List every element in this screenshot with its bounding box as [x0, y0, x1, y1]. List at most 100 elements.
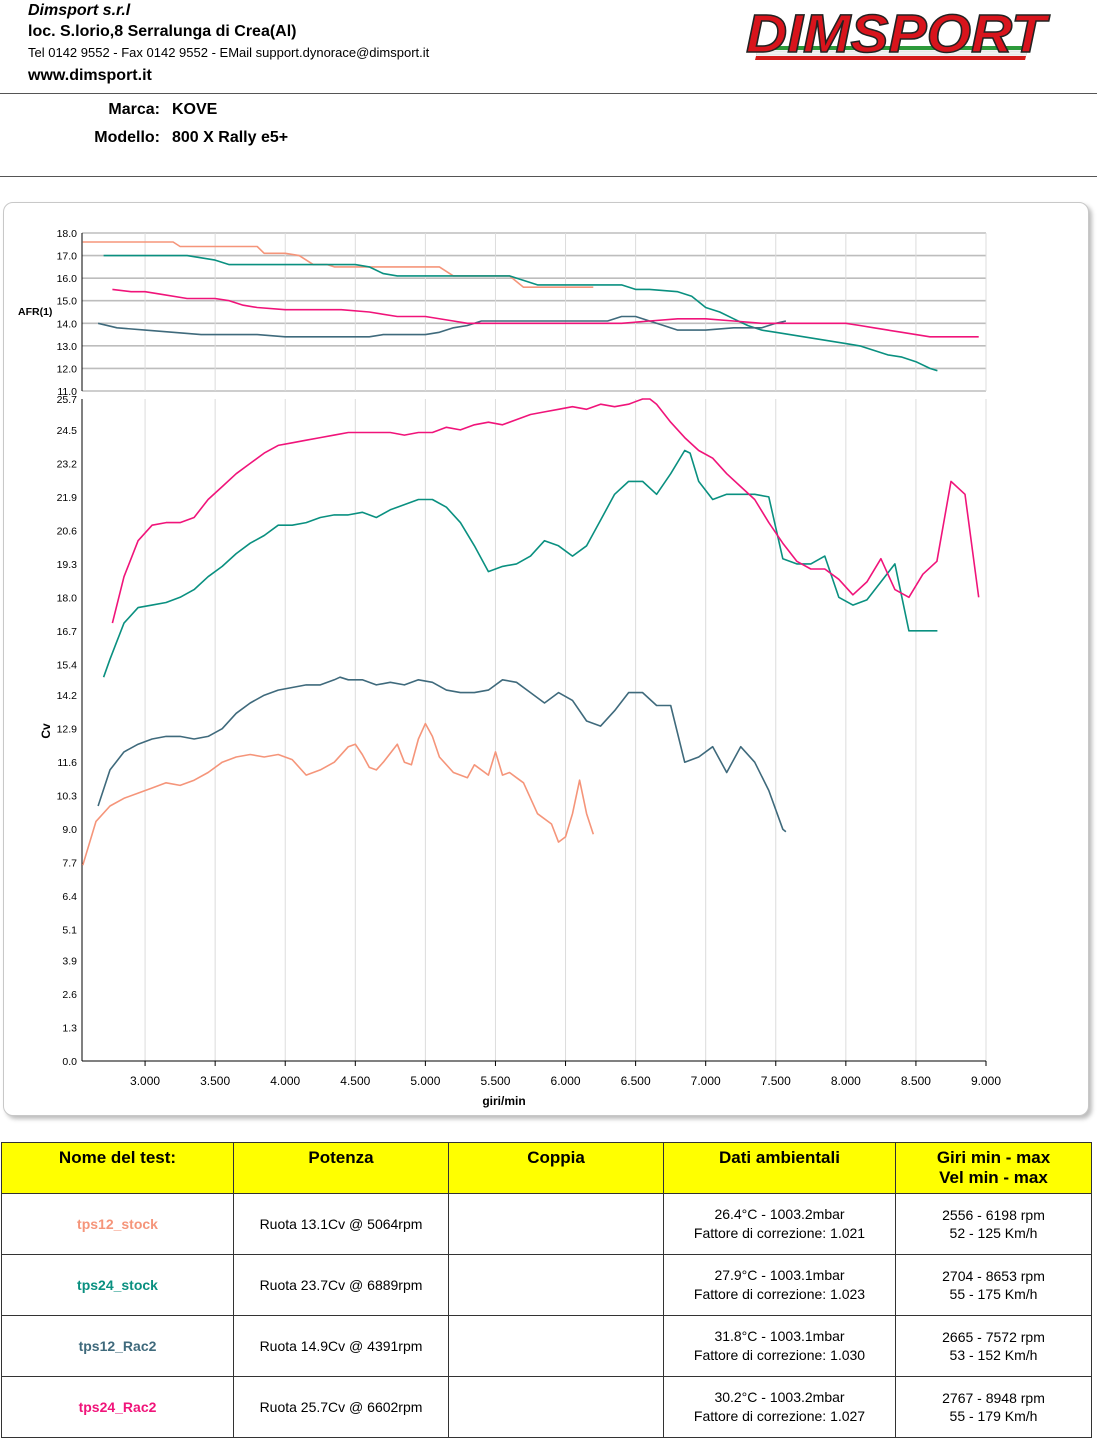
- rpm-range: 2556 - 6198 rpm: [942, 1207, 1045, 1223]
- potenza-cell: Ruota 25.7Cv @ 6602rpm: [233, 1376, 449, 1438]
- ambient-cell: 30.2°C - 1003.2mbar Fattore di correzione…: [663, 1376, 896, 1438]
- modello-label: Modello:: [94, 129, 160, 146]
- correction-factor: Fattore di correzione: 1.030: [693, 1347, 866, 1363]
- afr-line-tps24_stock: [103, 254, 938, 372]
- power-tick-label: 23.2: [57, 458, 78, 470]
- x-tick-label: 4.000: [270, 1074, 300, 1088]
- power-tick-label: 10.3: [57, 791, 78, 803]
- power-tick-label: 25.7: [57, 394, 78, 406]
- meta-divider: [0, 176, 1097, 177]
- table-header-row: Nome del test: Potenza Coppia Dati ambie…: [1, 1142, 1092, 1194]
- x-tick-label: 3.000: [130, 1074, 160, 1088]
- power-tick-label: 12.9: [57, 724, 78, 736]
- x-tick-label: 4.500: [340, 1074, 370, 1088]
- ambient-cell: 31.8°C - 1003.1mbar Fattore di correzione…: [663, 1315, 896, 1377]
- afr-tick-label: 13.0: [57, 341, 78, 353]
- ambient-cell: 26.4°C - 1003.2mbar Fattore di correzione…: [663, 1193, 896, 1255]
- header-giri: Giri min - max Vel min - max: [895, 1142, 1092, 1194]
- power-line-tps12_stock: [82, 722, 595, 866]
- table-row: tps24_stock Ruota 23.7Cv @ 6889rpm 27.9°…: [1, 1254, 1092, 1316]
- power-tick-label: 21.9: [57, 492, 78, 504]
- power-tick-label: 5.1: [62, 925, 77, 937]
- power-tick-label: 3.9: [62, 956, 77, 968]
- potenza-cell: Ruota 14.9Cv @ 4391rpm: [233, 1315, 449, 1377]
- afr-tick-label: 15.0: [57, 296, 78, 308]
- x-tick-label: 7.500: [761, 1074, 791, 1088]
- power-tick-label: 2.6: [62, 989, 77, 1001]
- rpm-range: 2767 - 8948 rpm: [942, 1390, 1045, 1406]
- rpm-range: 2704 - 8653 rpm: [942, 1268, 1045, 1284]
- coppia-cell: [448, 1254, 664, 1316]
- header-name: Nome del test:: [1, 1142, 234, 1194]
- ambient-conditions: 30.2°C - 1003.2mbar: [714, 1389, 845, 1405]
- power-tick-label: 6.4: [62, 891, 77, 903]
- power-tick-label: 11.6: [57, 757, 77, 769]
- speed-range: 53 - 152 Km/h: [949, 1347, 1038, 1363]
- power-line-tps24_Rac2: [111, 398, 980, 624]
- power-tick-label: 9.0: [62, 824, 77, 836]
- correction-factor: Fattore di correzione: 1.027: [693, 1408, 866, 1424]
- company-address: loc. S.lorio,8 Serralunga di Crea(Al): [28, 23, 297, 40]
- afr-tick-label: 16.0: [57, 273, 78, 285]
- dyno-chart-panel: 11.0 12.0 13.0 14.0 15.0 16.0 17.0 18.0 AFR(1) 0.…: [3, 202, 1089, 1116]
- x-tick-label: 8.500: [901, 1074, 931, 1088]
- power-tick-label: 0.0: [62, 1056, 77, 1068]
- table-row: tps12_stock Ruota 13.1Cv @ 5064rpm 26.4°…: [1, 1193, 1092, 1255]
- range-cell: 2556 - 6198 rpm 52 - 125 Km/h: [895, 1193, 1092, 1255]
- dyno-chart: 11.0 12.0 13.0 14.0 15.0 16.0 17.0 18.0 AFR(1) 0.…: [18, 228, 1001, 1108]
- modello-value: 800 X Rally e5+: [172, 129, 289, 146]
- logo-text: DIMSPORT: [746, 4, 1050, 62]
- table-row: tps24_Rac2 Ruota 25.7Cv @ 6602rpm 30.2°C…: [1, 1376, 1092, 1438]
- afr-tick-label: 14.0: [57, 318, 78, 330]
- afr-tick-label: 12.0: [57, 363, 78, 375]
- power-line-tps24_stock: [102, 449, 938, 678]
- x-tick-label: 9.000: [971, 1074, 1001, 1088]
- afr-axis-label: AFR(1): [18, 306, 52, 318]
- coppia-cell: [448, 1376, 664, 1438]
- potenza-cell: Ruota 13.1Cv @ 5064rpm: [233, 1193, 449, 1255]
- marca-value: KOVE: [172, 101, 218, 118]
- afr-line-tps12_Rac2: [97, 315, 787, 338]
- range-cell: 2665 - 7572 rpm 53 - 152 Km/h: [895, 1315, 1092, 1377]
- header-divider: [0, 93, 1097, 94]
- speed-range: 55 - 175 Km/h: [949, 1286, 1038, 1302]
- rpm-range: 2665 - 7572 rpm: [942, 1329, 1045, 1345]
- test-name: tps12_Rac2: [1, 1315, 234, 1377]
- header-giri-line2: Vel min - max: [939, 1168, 1048, 1187]
- company-website[interactable]: www.dimsport.it: [28, 67, 152, 84]
- ambient-conditions: 26.4°C - 1003.2mbar: [714, 1206, 845, 1222]
- power-tick-label: 16.7: [57, 626, 78, 638]
- x-tick-label: 5.000: [410, 1074, 440, 1088]
- range-cell: 2767 - 8948 rpm 55 - 179 Km/h: [895, 1376, 1092, 1438]
- test-name: tps24_Rac2: [1, 1376, 234, 1438]
- power-axis-label: Cv: [39, 723, 53, 739]
- power-tick-label: 20.6: [57, 525, 78, 537]
- afr-tick-label: 17.0: [57, 251, 78, 263]
- x-tick-label: 5.500: [480, 1074, 510, 1088]
- company-name: Dimsport s.r.l: [28, 2, 131, 19]
- ambient-conditions: 31.8°C - 1003.1mbar: [714, 1328, 845, 1344]
- power-tick-label: 14.2: [57, 690, 78, 702]
- ambient-cell: 27.9°C - 1003.1mbar Fattore di correzione…: [663, 1254, 896, 1316]
- power-tick-label: 7.7: [62, 858, 77, 870]
- power-tick-label: 1.3: [62, 1023, 77, 1035]
- x-tick-label: 6.000: [551, 1074, 581, 1088]
- correction-factor: Fattore di correzione: 1.023: [693, 1286, 866, 1302]
- x-tick-label: 6.500: [621, 1074, 651, 1088]
- ambient-conditions: 27.9°C - 1003.1mbar: [714, 1267, 845, 1283]
- speed-range: 52 - 125 Km/h: [949, 1225, 1038, 1241]
- power-tick-label: 15.4: [57, 659, 78, 671]
- test-name: tps24_stock: [1, 1254, 234, 1316]
- x-tick-label: 7.000: [691, 1074, 721, 1088]
- table-row: tps12_Rac2 Ruota 14.9Cv @ 4391rpm 31.8°C…: [1, 1315, 1092, 1377]
- header-dati: Dati ambientali: [663, 1142, 896, 1194]
- test-name: tps12_stock: [1, 1193, 234, 1255]
- company-contacts: Tel 0142 9552 - Fax 0142 9552 - EMail su…: [28, 45, 430, 60]
- coppia-cell: [448, 1315, 664, 1377]
- coppia-cell: [448, 1193, 664, 1255]
- power-tick-label: 19.3: [57, 559, 78, 571]
- x-axis-label: giri/min: [482, 1094, 525, 1108]
- afr-tick-label: 11.0: [57, 386, 77, 398]
- results-table: Nome del test: Potenza Coppia Dati ambie…: [1, 1142, 1092, 1438]
- header-potenza: Potenza: [233, 1142, 449, 1194]
